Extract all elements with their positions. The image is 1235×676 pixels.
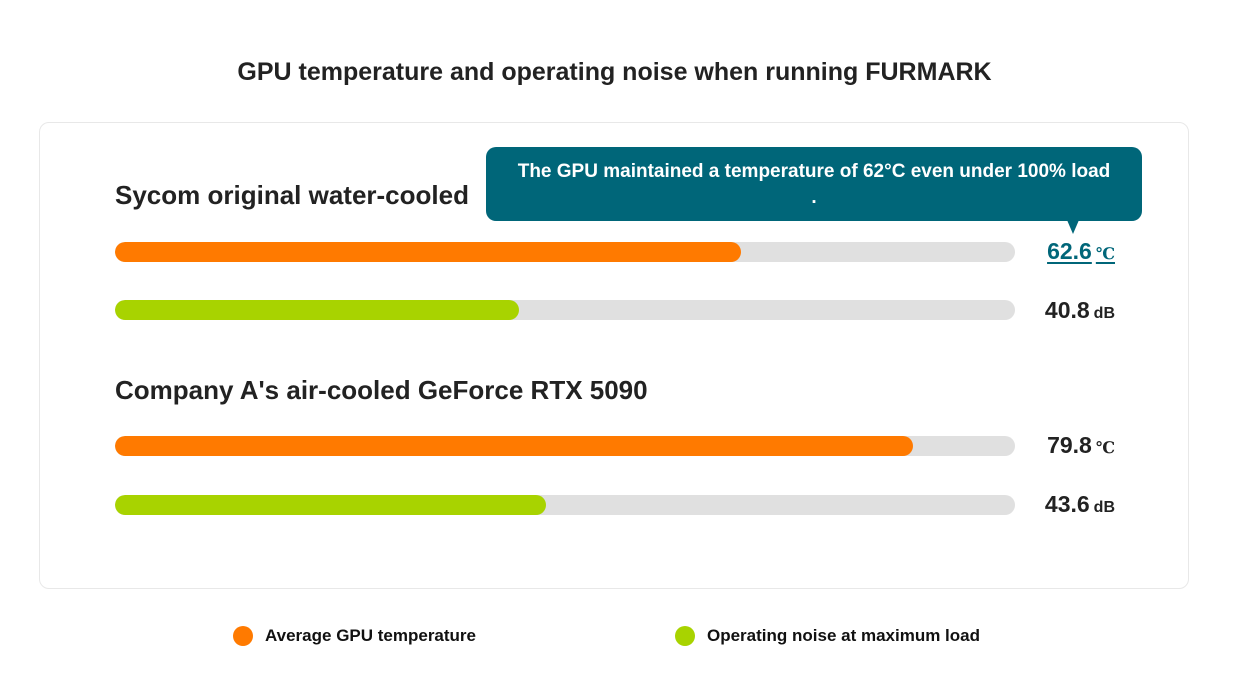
value-unit: ℃ (1095, 438, 1115, 457)
value-number: 40.8 (1044, 297, 1090, 323)
value-unit: dB (1093, 499, 1115, 516)
legend-swatch-temperature (233, 626, 253, 646)
annotation-tooltip: The GPU maintained a temperature of 62°C… (486, 147, 1142, 221)
bar-track-sycom-noise (115, 300, 1015, 320)
legend-label-temperature: Average GPU temperature (265, 626, 477, 645)
value-number: 43.6 (1044, 491, 1090, 517)
bar-track-sycom-temperature (115, 242, 1015, 262)
bar-company-a-temperature (115, 436, 913, 456)
value-number: 79.8 (1047, 432, 1092, 458)
group-title-sycom: Sycom original water-cooled (115, 180, 469, 210)
annotation-pointer (1067, 220, 1079, 234)
value-sycom-temperature[interactable]: 62.6 ℃ (1025, 238, 1115, 265)
bar-sycom-temperature (115, 242, 741, 262)
legend-label-noise: Operating noise at maximum load (707, 626, 981, 645)
legend-swatch-noise (675, 626, 695, 646)
annotation-text: The GPU maintained a temperature of 62°C… (517, 161, 1111, 182)
value-sycom-noise: 40.8 dB (1025, 297, 1115, 324)
legend-item-temperature[interactable]: Average GPU temperature (233, 625, 476, 647)
value-company-a-noise: 43.6 dB (1025, 491, 1115, 518)
value-unit: dB (1093, 305, 1115, 322)
bar-sycom-noise (115, 300, 519, 320)
bar-track-company-a-temperature (115, 436, 1015, 456)
bar-track-company-a-noise (115, 495, 1015, 515)
legend-item-noise[interactable]: Operating noise at maximum load (675, 625, 980, 647)
group-title-company-a: Company A's air-cooled GeForce RTX 5090 (115, 375, 648, 405)
annotation-suffix: . (811, 187, 817, 208)
chart-title: GPU temperature and operating noise when… (237, 58, 992, 86)
bar-company-a-noise (115, 495, 547, 515)
value-unit: ℃ (1095, 244, 1115, 263)
value-number: 62.6 (1047, 238, 1092, 264)
value-company-a-temperature: 79.8 ℃ (1025, 432, 1115, 459)
